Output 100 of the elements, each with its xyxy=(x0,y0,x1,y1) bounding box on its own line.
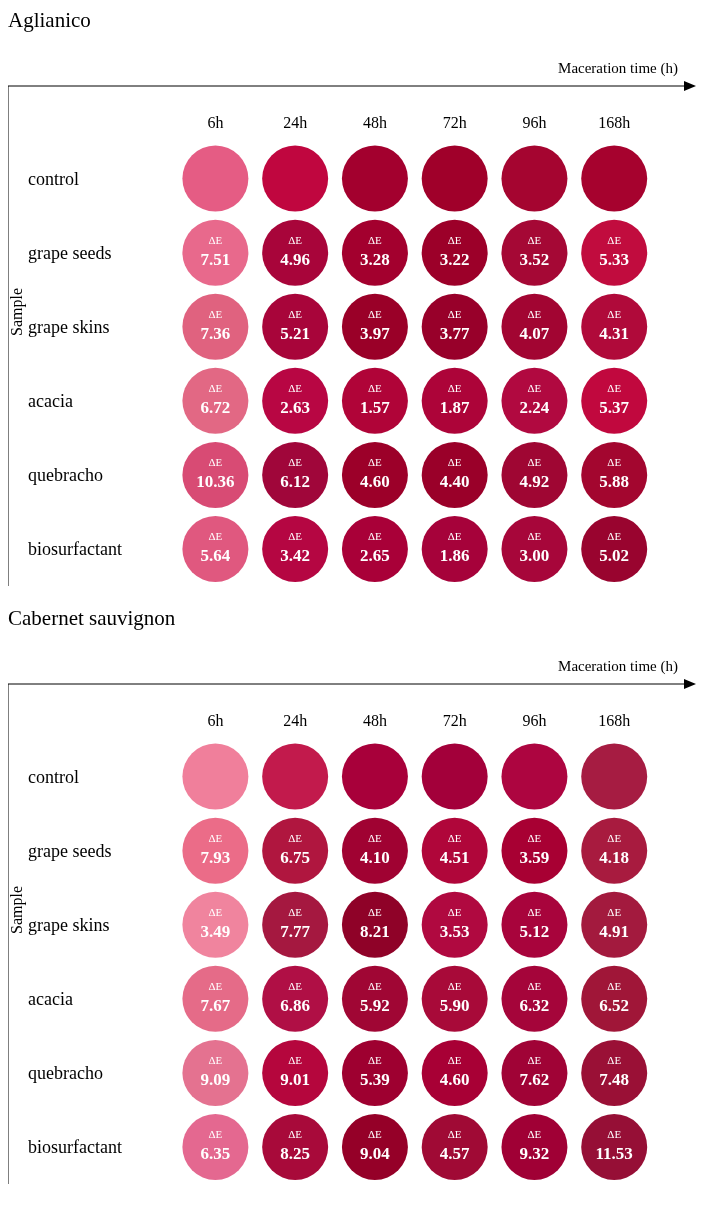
text: ΔE xyxy=(607,455,622,468)
data-label: 5.21 xyxy=(280,323,311,343)
x-tick-label: 168h xyxy=(598,114,631,131)
data-label: 2.24 xyxy=(519,397,550,417)
data-label: 3.28 xyxy=(360,249,390,269)
data-label: 7.67 xyxy=(200,995,231,1015)
text: ΔE xyxy=(208,979,223,992)
x-tick-label: 96h xyxy=(522,712,547,729)
y-tick-label: quebracho xyxy=(28,1062,103,1083)
y-tick-label: control xyxy=(28,168,79,189)
data-label: 9.04 xyxy=(360,1143,391,1163)
data-label: 1.57 xyxy=(360,397,391,417)
text: ΔE xyxy=(607,1127,622,1140)
text: ΔE xyxy=(527,455,542,468)
data-label: 9.32 xyxy=(519,1143,550,1163)
data-label: 2.63 xyxy=(280,397,311,417)
text: ΔE xyxy=(368,233,382,246)
data-label: 4.60 xyxy=(360,471,390,491)
data-label: 3.00 xyxy=(519,545,550,565)
text: ΔE xyxy=(607,831,622,844)
x-tick-label: 24h xyxy=(283,114,308,131)
y-tick-label: acacia xyxy=(28,988,73,1009)
text: ΔE xyxy=(607,529,622,542)
data-label: 7.77 xyxy=(280,921,311,941)
y-axis-title: Sample xyxy=(7,886,26,934)
x-tick-label: 72h xyxy=(442,114,467,131)
data-label: 4.40 xyxy=(439,471,470,491)
data-label: 4.57 xyxy=(439,1143,471,1163)
y-tick-label: grape skins xyxy=(28,914,110,935)
text: ΔE xyxy=(368,1127,382,1140)
text: ΔE xyxy=(607,979,622,992)
text: ΔE xyxy=(208,1053,223,1066)
y-tick-label: quebracho xyxy=(28,464,103,485)
data-label: 4.31 xyxy=(599,323,630,343)
text: ΔE xyxy=(607,307,622,320)
x-tick-label: 96h xyxy=(522,114,547,131)
x-tick-label: 72h xyxy=(442,712,467,729)
data-label: 3.49 xyxy=(200,921,231,941)
data-label: 7.62 xyxy=(519,1069,550,1089)
data-label: 11.53 xyxy=(595,1143,633,1163)
text: ΔE xyxy=(288,307,303,320)
text: ΔE xyxy=(208,381,223,394)
data-label: 4.51 xyxy=(439,847,470,867)
text: ΔE xyxy=(607,1053,622,1066)
chart-title: Aglianico xyxy=(8,8,92,34)
text: ΔE xyxy=(288,905,303,918)
data-label: 3.53 xyxy=(439,921,470,941)
x-axis-title: Maceration time (h) xyxy=(558,658,678,675)
text: ΔE xyxy=(527,1127,542,1140)
text: ΔE xyxy=(368,455,382,468)
text: ΔE xyxy=(447,905,462,918)
text: ΔE xyxy=(447,381,462,394)
data-label: 8.21 xyxy=(360,921,390,941)
text: ΔE xyxy=(447,979,462,992)
data-label: 5.90 xyxy=(439,995,470,1015)
text: ΔE xyxy=(368,307,382,320)
x-tick-label: 6h xyxy=(207,114,224,131)
data-label: 4.92 xyxy=(519,471,550,491)
y-tick-label: biosurfactant xyxy=(28,538,122,559)
data-label: 5.64 xyxy=(200,545,231,565)
text: ΔE xyxy=(447,831,462,844)
y-tick-label: acacia xyxy=(28,390,73,411)
data-label: 5.88 xyxy=(599,471,630,491)
data-label: 3.97 xyxy=(360,323,391,343)
x-tick-label: 168h xyxy=(598,712,631,729)
data-label: 5.02 xyxy=(599,545,630,565)
text: ΔE xyxy=(527,905,542,918)
data-label: 4.10 xyxy=(360,847,390,867)
y-tick-label: grape seeds xyxy=(28,840,112,861)
data-label: 7.51 xyxy=(200,249,231,269)
text: ΔE xyxy=(447,233,462,246)
data-label: 3.42 xyxy=(280,545,311,565)
text: ΔE xyxy=(208,905,223,918)
data-label: 2.65 xyxy=(360,545,390,565)
data-label: 3.52 xyxy=(519,249,550,269)
text: ΔE xyxy=(368,381,382,394)
text: ΔE xyxy=(288,1127,303,1140)
annotation: ΔE xyxy=(208,233,223,246)
data-label: 1.87 xyxy=(439,397,471,417)
text: ΔE xyxy=(607,381,622,394)
text: ΔE xyxy=(288,831,303,844)
data-label: 4.60 xyxy=(439,1069,470,1089)
data-label: 6.32 xyxy=(519,995,550,1015)
data-label: 6.86 xyxy=(280,995,311,1015)
data-label: 3.22 xyxy=(439,249,470,269)
chart-title: Cabernet sauvignon xyxy=(8,606,177,632)
data-label: 7.48 xyxy=(599,1069,630,1089)
data-label: 3.77 xyxy=(439,323,471,343)
text: ΔE xyxy=(288,1053,303,1066)
data-label: 3.59 xyxy=(519,847,550,867)
data-label: 5.37 xyxy=(599,397,630,417)
data-label: 6.52 xyxy=(599,995,630,1015)
text: ΔE xyxy=(607,905,622,918)
data-label: 6.35 xyxy=(200,1143,231,1163)
text: ΔE xyxy=(447,1053,462,1066)
data-label: 4.07 xyxy=(519,323,550,343)
y-tick-label: grape seeds xyxy=(28,242,112,263)
text: ΔE xyxy=(368,979,382,992)
text: ΔE xyxy=(288,455,303,468)
data-label: 8.25 xyxy=(280,1143,311,1163)
